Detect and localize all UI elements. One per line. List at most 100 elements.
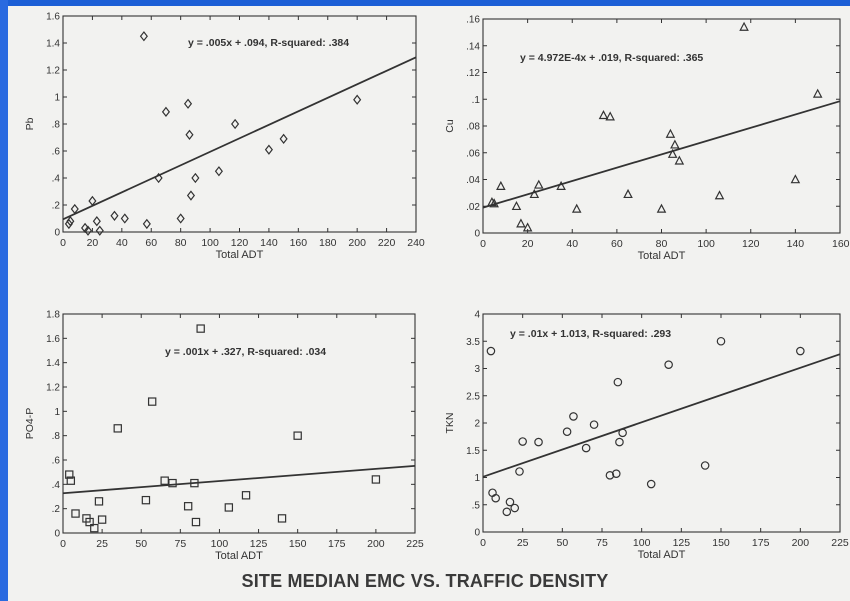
x-tick-label: 100 (633, 537, 651, 549)
y-axis-label: Cu (444, 119, 456, 133)
data-point (674, 155, 685, 165)
data-point (160, 476, 169, 485)
data-point (656, 203, 667, 213)
po4p-chart: 0 25 50 75 100 125 150 175 200 225 0 .2 .4 .6 .8 1 1.2 1.… (24, 310, 424, 563)
y-tick-label: .4 (52, 480, 61, 491)
data-point (277, 514, 287, 523)
data-point (646, 479, 656, 489)
x-tick-label: 25 (517, 537, 529, 549)
data-point (489, 198, 499, 208)
y-tick-label: .4 (52, 174, 61, 185)
y-tick-label: 1 (474, 473, 480, 484)
data-point (185, 129, 194, 140)
y-tick-label: 4 (474, 310, 480, 321)
y-tick-label: 1.2 (46, 383, 60, 394)
data-point (241, 491, 251, 500)
data-point (66, 216, 75, 227)
data-point (83, 225, 93, 236)
x-tick-label: 80 (656, 238, 668, 250)
y-tick-label: 1.6 (46, 12, 60, 23)
x-tick-label: 100 (697, 238, 715, 250)
data-point (571, 203, 582, 213)
data-point (589, 420, 599, 429)
x-tick-label: 140 (260, 237, 278, 249)
regression-line (482, 353, 841, 478)
x-tick-label: 200 (792, 537, 810, 549)
data-point (64, 218, 73, 230)
data-point (92, 216, 101, 227)
data-point (598, 110, 609, 120)
data-point (142, 218, 151, 230)
y-tick-label: .2 (52, 201, 61, 212)
data-point (518, 437, 527, 446)
x-tick-label: 75 (174, 538, 186, 550)
y-tick-label: 0 (474, 528, 480, 539)
regression-equation: y = .005x + .094, R-squared: .384 (188, 37, 349, 49)
data-point (665, 128, 676, 138)
data-point (176, 213, 185, 224)
data-point (510, 503, 520, 513)
x-tick-label: 180 (319, 237, 337, 249)
data-point (196, 324, 205, 333)
x-tick-label: 200 (348, 237, 366, 249)
y-axis-label: TKN (444, 413, 456, 434)
data-point (505, 497, 515, 507)
y-tick-label: .02 (466, 202, 480, 213)
data-point (224, 503, 234, 512)
x-tick-label: 120 (231, 237, 249, 249)
data-point (522, 222, 533, 232)
data-point (486, 346, 496, 356)
x-tick-label: 175 (752, 537, 770, 549)
x-tick-label: 75 (596, 537, 608, 549)
data-point (812, 88, 823, 98)
x-tick-label: 125 (250, 538, 268, 550)
data-point (581, 443, 591, 453)
tkn-chart: 0 25 50 75 100 125 150 175 200 225 0 .5 1 1.5 2 2.5 3 3.5… (444, 310, 849, 562)
data-point (371, 475, 381, 484)
x-tick-label: 100 (211, 538, 229, 550)
x-tick-label: 40 (566, 238, 578, 250)
x-tick-label: 175 (328, 538, 346, 550)
y-tick-label: .12 (466, 68, 480, 79)
data-point (186, 190, 196, 201)
data-point (97, 515, 107, 524)
y-axis-label: PO4-P (24, 408, 36, 440)
x-tick-label: 50 (556, 537, 568, 549)
data-point (613, 377, 623, 387)
x-tick-label: 200 (367, 538, 385, 550)
y-tick-label: .2 (52, 504, 61, 515)
y-tick-label: .6 (52, 147, 61, 158)
data-point (790, 174, 801, 184)
x-tick-label: 100 (201, 237, 219, 249)
data-point (94, 497, 104, 506)
x-axis-label: Total ADT (638, 549, 686, 561)
data-point (716, 336, 726, 346)
data-point (139, 31, 148, 42)
y-tick-label: 1.2 (46, 66, 60, 77)
y-tick-label: .14 (466, 41, 480, 52)
data-point (664, 360, 673, 369)
data-point (353, 94, 362, 105)
y-tick-label: 1 (54, 407, 60, 418)
data-point (190, 478, 199, 488)
data-point (279, 133, 288, 145)
y-tick-label: 0 (54, 228, 60, 239)
regression-line (482, 100, 841, 209)
data-point (141, 495, 151, 505)
y-tick-label: 1.5 (466, 446, 480, 457)
data-point (700, 461, 710, 470)
y-tick-label: 1.8 (46, 310, 60, 321)
y-axis-label: Pb (24, 117, 36, 130)
data-point (623, 188, 633, 199)
data-point (487, 196, 497, 207)
data-point (569, 412, 578, 421)
data-point (502, 507, 512, 517)
x-tick-label: 160 (832, 238, 850, 250)
data-point (147, 397, 157, 406)
y-tick-label: .5 (472, 500, 481, 511)
data-point (88, 195, 97, 207)
x-tick-label: 150 (289, 538, 307, 550)
y-tick-label: .06 (466, 148, 480, 159)
y-tick-label: 1 (54, 93, 60, 104)
